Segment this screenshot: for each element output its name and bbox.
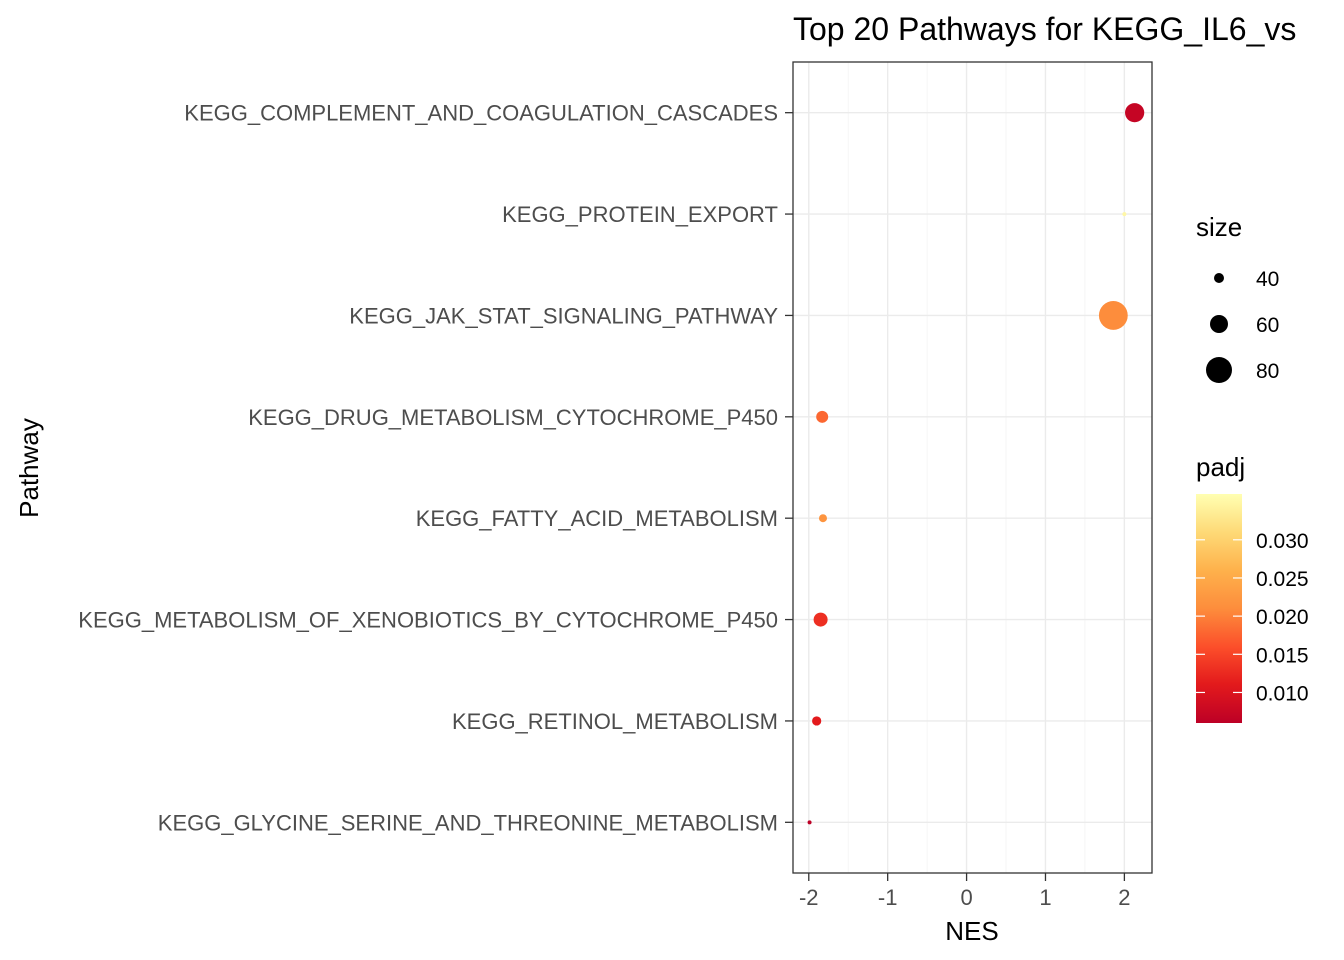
padj-colorbar [1196, 494, 1242, 723]
data-point [813, 612, 828, 627]
padj-legend-label: 0.020 [1256, 606, 1309, 629]
size-legend: size 40 60 80 [1196, 212, 1279, 383]
data-point [812, 716, 822, 726]
size-legend-key [1214, 273, 1224, 283]
grid-lines [793, 62, 1152, 873]
y-tick-label: KEGG_GLYCINE_SERINE_AND_THREONINE_METABO… [158, 810, 778, 835]
y-tick-label: KEGG_PROTEIN_EXPORT [502, 202, 778, 227]
y-tick-label: KEGG_RETINOL_METABOLISM [452, 709, 778, 734]
x-tick-label: 2 [1118, 885, 1130, 910]
x-tick-label: 1 [1039, 885, 1051, 910]
data-point [1125, 103, 1145, 123]
x-axis-title: NES [945, 916, 998, 946]
x-tick-label: 0 [960, 885, 972, 910]
y-tick-label: KEGG_DRUG_METABOLISM_CYTOCHROME_P450 [248, 405, 778, 430]
size-legend-label: 60 [1256, 314, 1279, 337]
size-legend-label: 80 [1256, 360, 1279, 383]
data-point [1122, 212, 1127, 217]
padj-legend: padj 0.030 0.025 0.020 0.015 0.010 [1196, 452, 1309, 723]
size-legend-key [1206, 357, 1232, 383]
panel-border [792, 61, 1153, 874]
y-axis-ticks: KEGG_COMPLEMENT_AND_COAGULATION_CASCADES… [78, 101, 793, 835]
padj-legend-label: 0.015 [1256, 644, 1309, 667]
x-tick-label: -2 [799, 885, 819, 910]
data-point [818, 514, 827, 523]
chart-title: Top 20 Pathways for KEGG_IL6_vs [793, 11, 1296, 47]
size-legend-title: size [1196, 212, 1242, 242]
plot-panel [793, 62, 1152, 873]
size-legend-key [1210, 315, 1228, 333]
padj-legend-label: 0.030 [1256, 530, 1309, 553]
padj-legend-label: 0.025 [1256, 568, 1309, 591]
padj-legend-label: 0.010 [1256, 682, 1309, 705]
size-legend-label: 40 [1256, 268, 1279, 291]
x-tick-label: -1 [878, 885, 898, 910]
y-tick-label: KEGG_FATTY_ACID_METABOLISM [416, 506, 778, 531]
y-tick-label: KEGG_JAK_STAT_SIGNALING_PATHWAY [349, 303, 778, 328]
x-axis-ticks: -2 -1 0 1 2 [799, 873, 1131, 910]
data-point [807, 820, 812, 825]
y-axis-title: Pathway [14, 418, 44, 518]
y-tick-label: KEGG_METABOLISM_OF_XENOBIOTICS_BY_CYTOCH… [78, 608, 778, 633]
y-tick-label: KEGG_COMPLEMENT_AND_COAGULATION_CASCADES [184, 101, 778, 126]
data-point [816, 410, 829, 423]
data-points [807, 103, 1145, 825]
data-point [1098, 301, 1128, 330]
padj-legend-title: padj [1196, 452, 1245, 482]
